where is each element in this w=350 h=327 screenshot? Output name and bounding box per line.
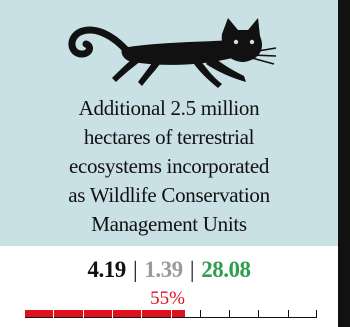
stat-separator: | (189, 257, 195, 282)
right-edge-bar (338, 0, 350, 327)
header-panel: Additional 2.5 million hectares of terre… (0, 0, 338, 246)
progress-fill (24, 310, 185, 318)
info-card: Additional 2.5 million hectares of terre… (0, 0, 338, 324)
stat-primary: 4.19 (87, 257, 127, 282)
description-text: Additional 2.5 million hectares of terre… (68, 96, 270, 236)
progress-tick (53, 310, 54, 318)
progress-tick (200, 310, 201, 318)
progress-label: 55% (150, 288, 185, 309)
cat-icon (68, 18, 277, 88)
stats-row: 4.19 | 1.39 | 28.08 (0, 256, 338, 284)
progress-baseline (24, 317, 317, 318)
progress-tick (112, 310, 113, 318)
stat-secondary: 1.39 (144, 257, 183, 282)
progress-tick (316, 310, 317, 318)
progress-tick (258, 310, 259, 318)
progress-tick (171, 310, 172, 318)
progress-tick (229, 310, 230, 318)
progress-tick (288, 310, 289, 318)
stat-tertiary: 28.08 (201, 257, 251, 282)
progress-bar: 55% (24, 288, 317, 324)
stat-separator: | (133, 257, 138, 282)
progress-tick (83, 310, 84, 318)
progress-tick (24, 310, 25, 318)
progress-tick (141, 310, 142, 318)
